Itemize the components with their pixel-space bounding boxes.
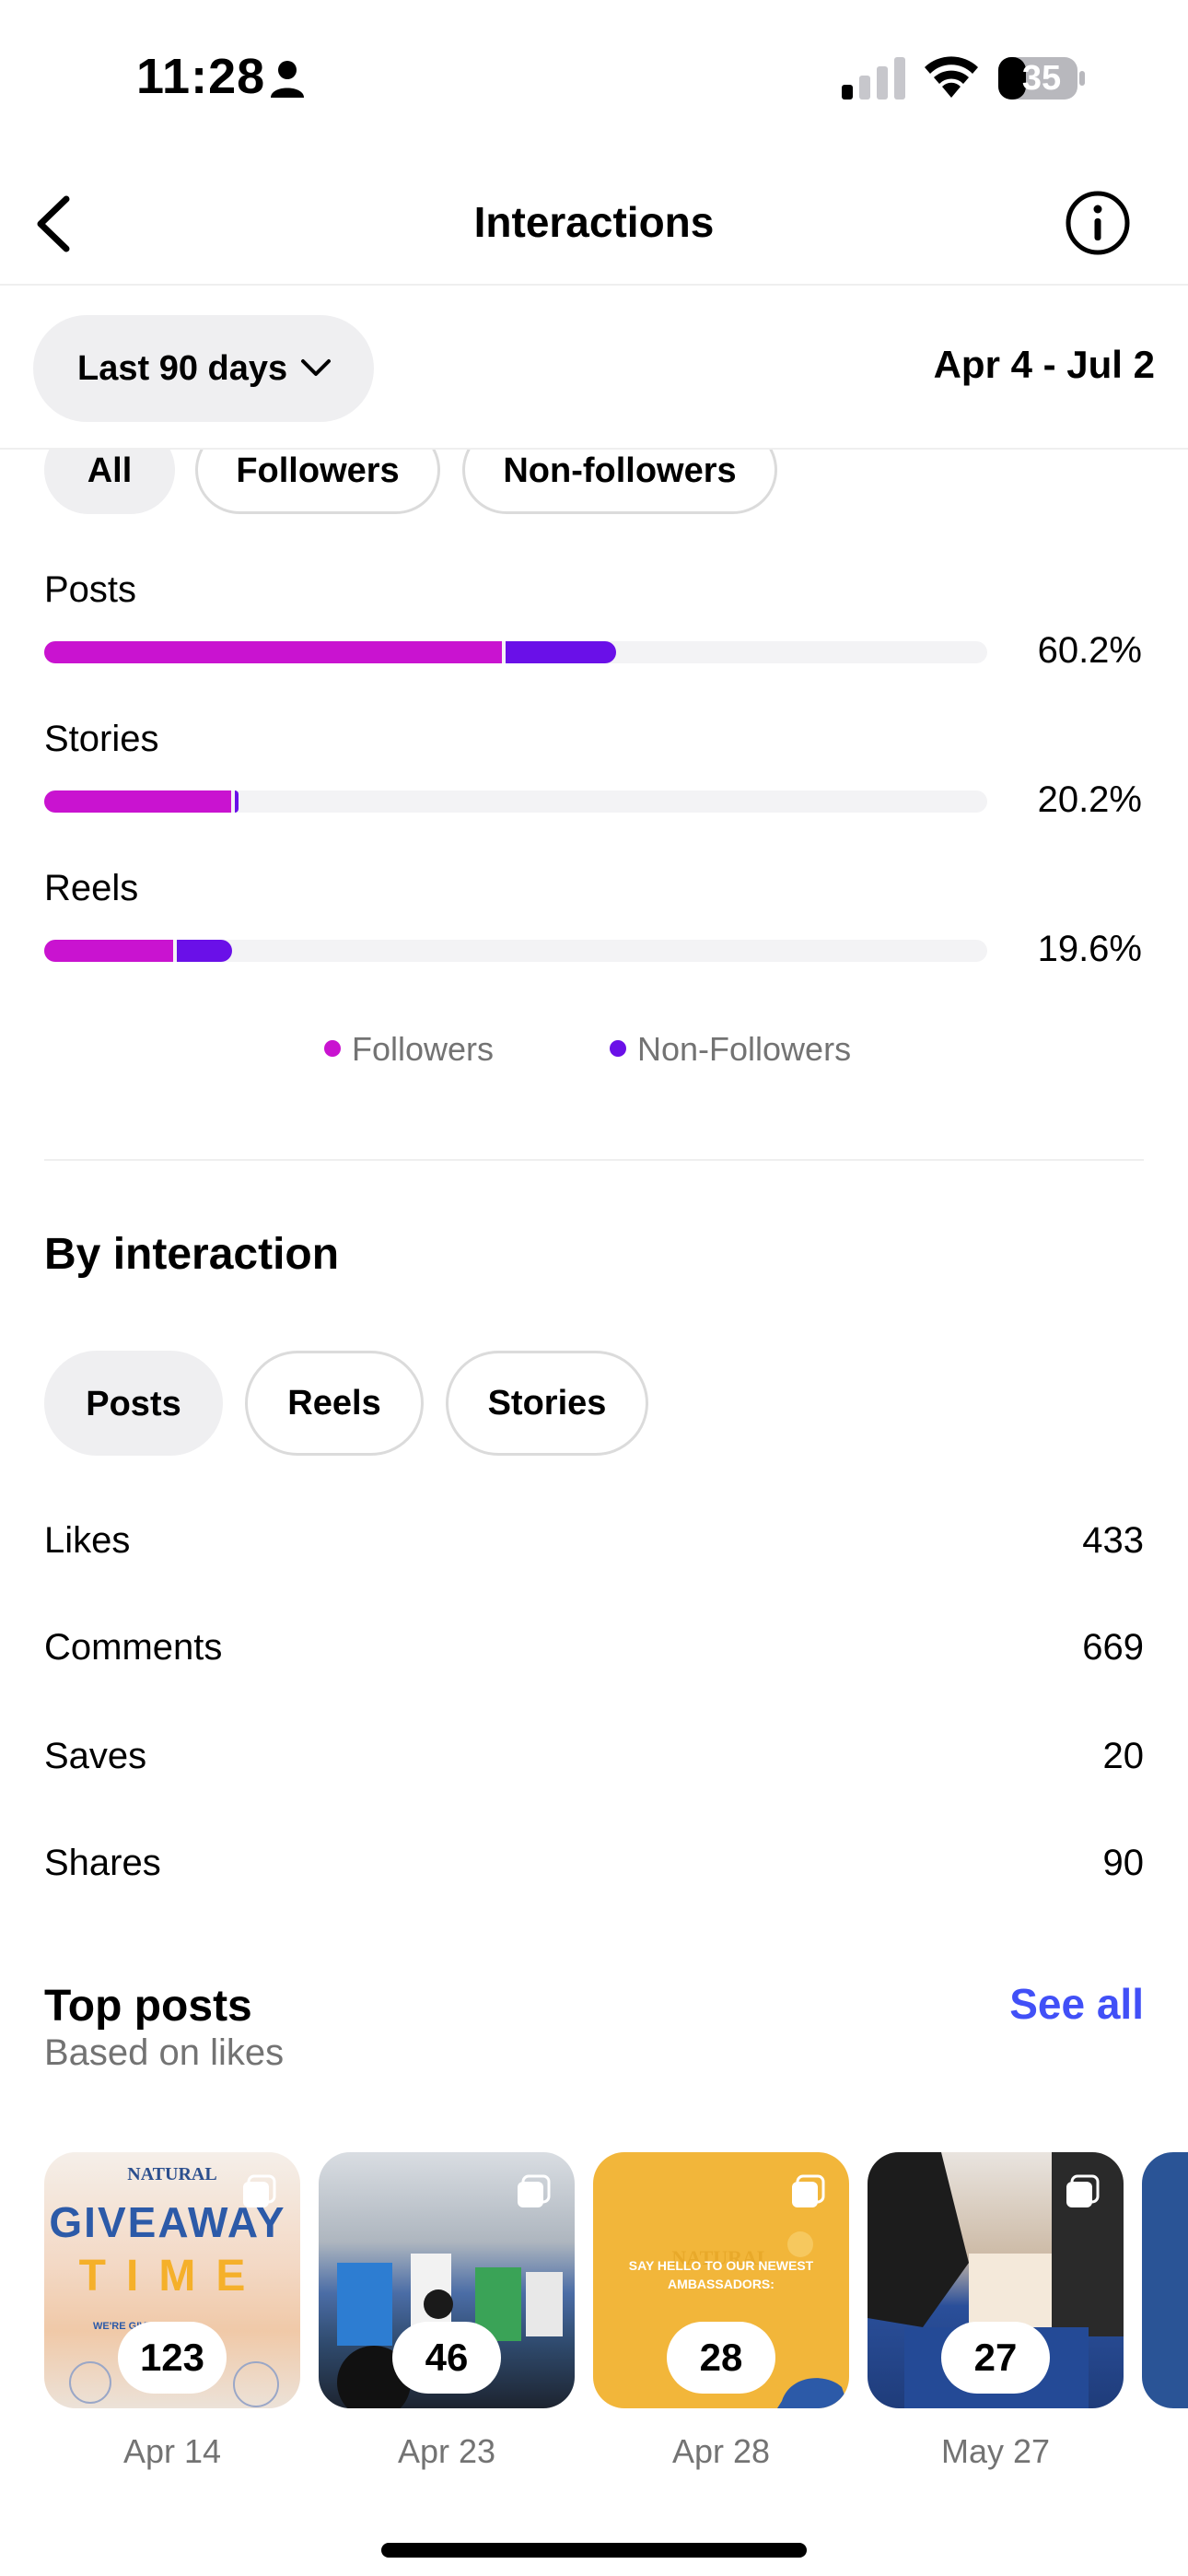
- top-posts-subtitle: Based on likes: [44, 2032, 285, 2073]
- legend-dot-non-followers: [610, 1040, 626, 1058]
- post-likes-count: 27: [941, 2322, 1050, 2394]
- bar-label-stories: Stories: [44, 719, 159, 759]
- legend-dot-followers: [324, 1040, 341, 1058]
- top-post-thumbnail[interactable]: 46: [319, 2152, 575, 2408]
- post-headline: GIVEAWAY: [49, 2198, 285, 2246]
- home-indicator: [381, 2543, 807, 2558]
- section-divider: [44, 1159, 1144, 1161]
- post-brand-text: NATURAL: [127, 2164, 216, 2184]
- post-date: Apr 23: [397, 2432, 496, 2470]
- bar-segment-followers: [44, 641, 502, 663]
- metric-label: Saves: [44, 1736, 147, 1776]
- post-graphic: NATURAL GIVEAWAY TIME WE'RE GIVING AWAY:: [49, 2164, 285, 2407]
- metric-value: 433: [1082, 1520, 1144, 1561]
- tab-posts[interactable]: Posts: [44, 1351, 223, 1456]
- post-likes-count: 123: [118, 2322, 227, 2394]
- battery-icon: [998, 57, 1085, 100]
- post-likes-count: 46: [392, 2322, 501, 2394]
- legend-label-followers: Followers: [352, 1030, 495, 1068]
- post-headline: SAY HELLO TO OUR NEWEST: [629, 2258, 814, 2273]
- metric-value: 669: [1082, 1627, 1144, 1668]
- date-range-text: Apr 4 - Jul 2: [933, 343, 1155, 386]
- metric-row-shares: Shares 90: [44, 1843, 1144, 1884]
- chevron-down-icon: [301, 359, 331, 376]
- metric-row-likes: Likes 433: [44, 1520, 1144, 1562]
- date-range-dropdown[interactable]: Last 90 days: [33, 315, 374, 422]
- top-posts-title: Top posts: [44, 1982, 252, 2031]
- post-likes-count: 28: [667, 2322, 775, 2394]
- metric-label: Comments: [44, 1627, 223, 1668]
- status-time: 11:28: [136, 49, 266, 104]
- bar-percent-posts: 60.2%: [1037, 630, 1142, 671]
- post-date: May 27: [940, 2432, 1051, 2470]
- post-graphic: NATURAL SAY HELLO TO OUR NEWEST AMBASSAD…: [629, 2231, 849, 2408]
- navigation-header: Interactions: [0, 162, 1188, 286]
- wifi-icon: [925, 56, 978, 98]
- bar-segment-non-followers: [177, 940, 232, 962]
- legend-non-followers: Non-Followers: [610, 1030, 851, 1069]
- back-chevron-icon[interactable]: [31, 193, 77, 254]
- bar-segment-followers: [44, 790, 231, 813]
- info-icon[interactable]: [1065, 190, 1131, 256]
- post-date: Apr 28: [671, 2432, 771, 2470]
- post-date: Apr 14: [122, 2432, 222, 2470]
- bar-track-reels: [44, 940, 987, 962]
- bar-label-posts: Posts: [44, 569, 137, 610]
- metric-row-comments: Comments 669: [44, 1627, 1144, 1669]
- page-title: Interactions: [473, 198, 715, 246]
- bar-percent-stories: 20.2%: [1037, 779, 1142, 820]
- metric-label: Likes: [44, 1520, 131, 1561]
- legend-followers: Followers: [324, 1030, 494, 1069]
- top-post-thumbnail[interactable]: NATURAL SAY HELLO TO OUR NEWEST AMBASSAD…: [593, 2152, 849, 2408]
- by-interaction-title: By interaction: [44, 1230, 340, 1279]
- bar-segment-non-followers: [506, 641, 616, 663]
- post-brand-text: NATURAL: [671, 2246, 770, 2269]
- carousel-icon: [243, 2174, 276, 2207]
- battery-level: 35: [1021, 59, 1062, 98]
- tab-stories[interactable]: Stories: [446, 1351, 648, 1456]
- person-icon: [271, 61, 304, 98]
- date-range-bar: Last 90 days Apr 4 - Jul 2: [0, 287, 1188, 450]
- top-post-thumbnail[interactable]: NATURAL GIVEAWAY TIME WE'RE GIVING AWAY:…: [44, 2152, 300, 2408]
- tab-reels[interactable]: Reels: [245, 1351, 424, 1456]
- bar-percent-reels: 19.6%: [1037, 929, 1142, 969]
- cellular-signal-icon: [842, 57, 905, 100]
- top-post-thumbnail[interactable]: 27: [868, 2152, 1124, 2408]
- see-all-link[interactable]: See all: [1009, 1980, 1144, 2028]
- bar-track-posts: [44, 641, 987, 663]
- metric-row-saves: Saves 20: [44, 1736, 1144, 1777]
- metric-value: 20: [1102, 1736, 1145, 1776]
- bar-label-reels: Reels: [44, 868, 139, 908]
- legend-label-non-followers: Non-Followers: [637, 1030, 852, 1068]
- date-range-label: Last 90 days: [77, 349, 288, 388]
- carousel-icon: [1066, 2174, 1100, 2207]
- carousel-icon: [518, 2174, 551, 2207]
- bar-segment-followers: [44, 940, 173, 962]
- post-headline-2: AMBASSADORS:: [668, 2277, 775, 2291]
- bar-segment-non-followers: [235, 790, 239, 813]
- top-post-thumbnail-partial[interactable]: [1142, 2152, 1188, 2408]
- status-bar: 11:28 35: [0, 0, 1188, 157]
- post-headline-2: TIME: [79, 2252, 266, 2301]
- metric-value: 90: [1102, 1843, 1145, 1883]
- carousel-icon: [792, 2174, 825, 2207]
- bar-track-stories: [44, 790, 987, 813]
- metric-label: Shares: [44, 1843, 161, 1883]
